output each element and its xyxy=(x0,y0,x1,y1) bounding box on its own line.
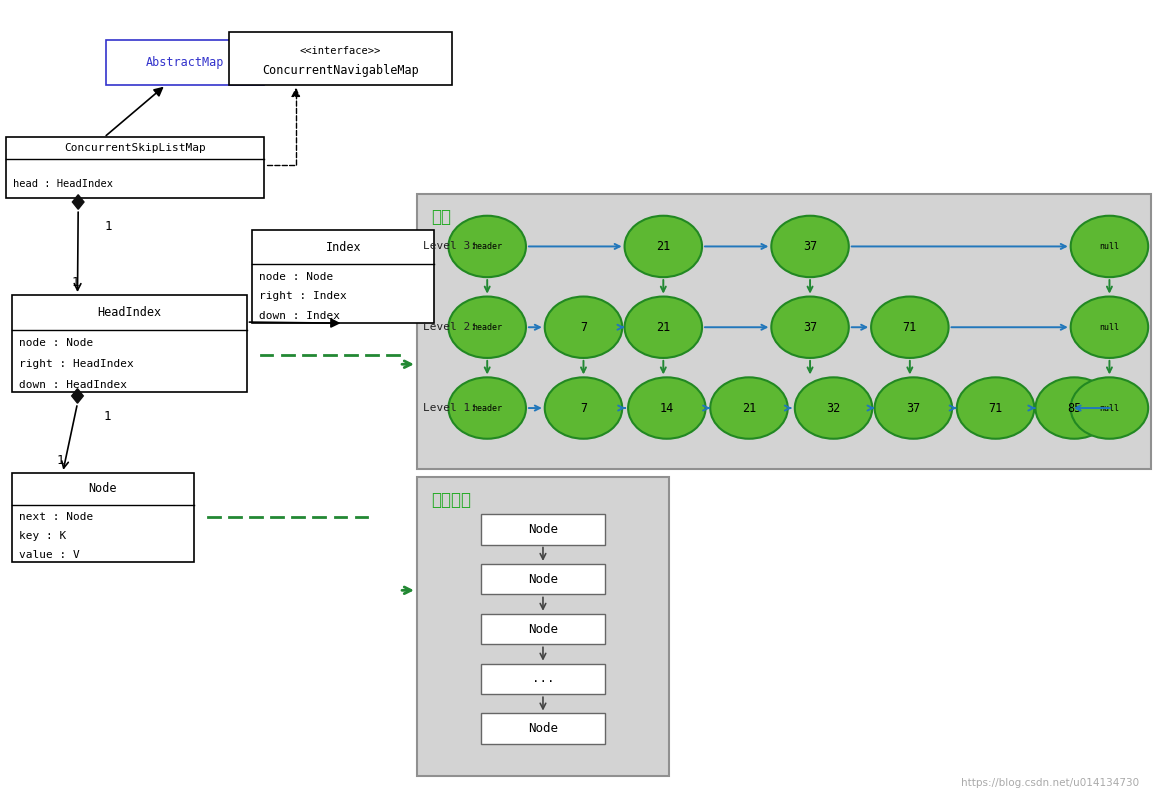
Text: 85: 85 xyxy=(1067,402,1081,415)
Text: Level 3:: Level 3: xyxy=(423,242,477,251)
Bar xyxy=(12,473,194,562)
Text: 单向链表: 单向链表 xyxy=(431,491,471,509)
Ellipse shape xyxy=(1071,216,1148,277)
Bar xyxy=(229,32,452,85)
Ellipse shape xyxy=(957,377,1034,439)
Ellipse shape xyxy=(545,297,622,358)
Text: 37: 37 xyxy=(906,402,920,415)
Bar xyxy=(417,477,669,776)
Ellipse shape xyxy=(545,377,622,439)
Text: 14: 14 xyxy=(660,402,674,415)
Text: down : Index: down : Index xyxy=(259,311,340,322)
Bar xyxy=(417,194,1151,469)
Text: null: null xyxy=(1099,322,1120,332)
Text: 1: 1 xyxy=(103,410,110,423)
Text: 71: 71 xyxy=(903,321,917,334)
Ellipse shape xyxy=(771,297,849,358)
Text: Node: Node xyxy=(528,573,558,586)
Text: HeadIndex: HeadIndex xyxy=(97,306,161,319)
Text: 1: 1 xyxy=(104,220,112,233)
Text: value : V: value : V xyxy=(19,550,80,560)
Text: null: null xyxy=(1099,403,1120,413)
Text: 37: 37 xyxy=(803,321,817,334)
Ellipse shape xyxy=(1071,297,1148,358)
Text: right : Index: right : Index xyxy=(259,292,348,301)
Text: 37: 37 xyxy=(803,240,817,253)
Text: header: header xyxy=(472,242,502,251)
Text: Level 1:: Level 1: xyxy=(423,403,477,413)
Text: 7: 7 xyxy=(580,321,587,334)
Text: ConcurrentSkipListMap: ConcurrentSkipListMap xyxy=(65,143,205,154)
Text: Node: Node xyxy=(528,622,558,636)
Text: 7: 7 xyxy=(580,402,587,415)
Text: 跳表: 跳表 xyxy=(431,208,451,226)
Text: header: header xyxy=(472,322,502,332)
Bar xyxy=(106,40,264,85)
Ellipse shape xyxy=(871,297,949,358)
Polygon shape xyxy=(73,195,85,209)
Text: Level 2:: Level 2: xyxy=(423,322,477,332)
Ellipse shape xyxy=(795,377,872,439)
Text: header: header xyxy=(472,403,502,413)
Text: 21: 21 xyxy=(656,240,670,253)
Ellipse shape xyxy=(771,216,849,277)
Text: next : Node: next : Node xyxy=(19,512,93,522)
Bar xyxy=(252,230,434,323)
Text: key : K: key : K xyxy=(19,531,66,541)
Text: 71: 71 xyxy=(989,402,1003,415)
Text: 1: 1 xyxy=(56,454,65,467)
Bar xyxy=(481,514,605,545)
Text: right : HeadIndex: right : HeadIndex xyxy=(19,359,134,369)
Text: 32: 32 xyxy=(826,402,841,415)
Text: AbstractMap: AbstractMap xyxy=(146,56,224,69)
Ellipse shape xyxy=(625,216,702,277)
Ellipse shape xyxy=(628,377,706,439)
Text: node : Node: node : Node xyxy=(19,339,93,348)
Text: <<interface>>: <<interface>> xyxy=(299,46,382,56)
Ellipse shape xyxy=(1035,377,1113,439)
Ellipse shape xyxy=(875,377,952,439)
Text: 21: 21 xyxy=(742,402,756,415)
Text: Node: Node xyxy=(528,722,558,735)
Text: 21: 21 xyxy=(656,321,670,334)
Text: Node: Node xyxy=(528,523,558,536)
Bar xyxy=(6,137,264,198)
Ellipse shape xyxy=(710,377,788,439)
Ellipse shape xyxy=(625,297,702,358)
Bar xyxy=(481,564,605,595)
Text: Index: Index xyxy=(325,241,362,254)
Text: Node: Node xyxy=(88,482,117,495)
Bar xyxy=(481,663,605,694)
Ellipse shape xyxy=(448,216,526,277)
Text: down : HeadIndex: down : HeadIndex xyxy=(19,380,127,389)
Text: ...: ... xyxy=(532,672,554,685)
Ellipse shape xyxy=(448,297,526,358)
Text: https://blog.csdn.net/u014134730: https://blog.csdn.net/u014134730 xyxy=(960,778,1139,788)
Bar xyxy=(12,295,247,392)
Text: head : HeadIndex: head : HeadIndex xyxy=(13,179,113,189)
Ellipse shape xyxy=(448,377,526,439)
Polygon shape xyxy=(72,389,83,403)
Bar xyxy=(481,713,605,744)
Text: 1: 1 xyxy=(72,276,79,289)
Ellipse shape xyxy=(1071,377,1148,439)
Bar xyxy=(481,614,605,645)
Text: node : Node: node : Node xyxy=(259,271,333,282)
Text: ConcurrentNavigableMap: ConcurrentNavigableMap xyxy=(262,64,419,77)
Text: null: null xyxy=(1099,242,1120,251)
